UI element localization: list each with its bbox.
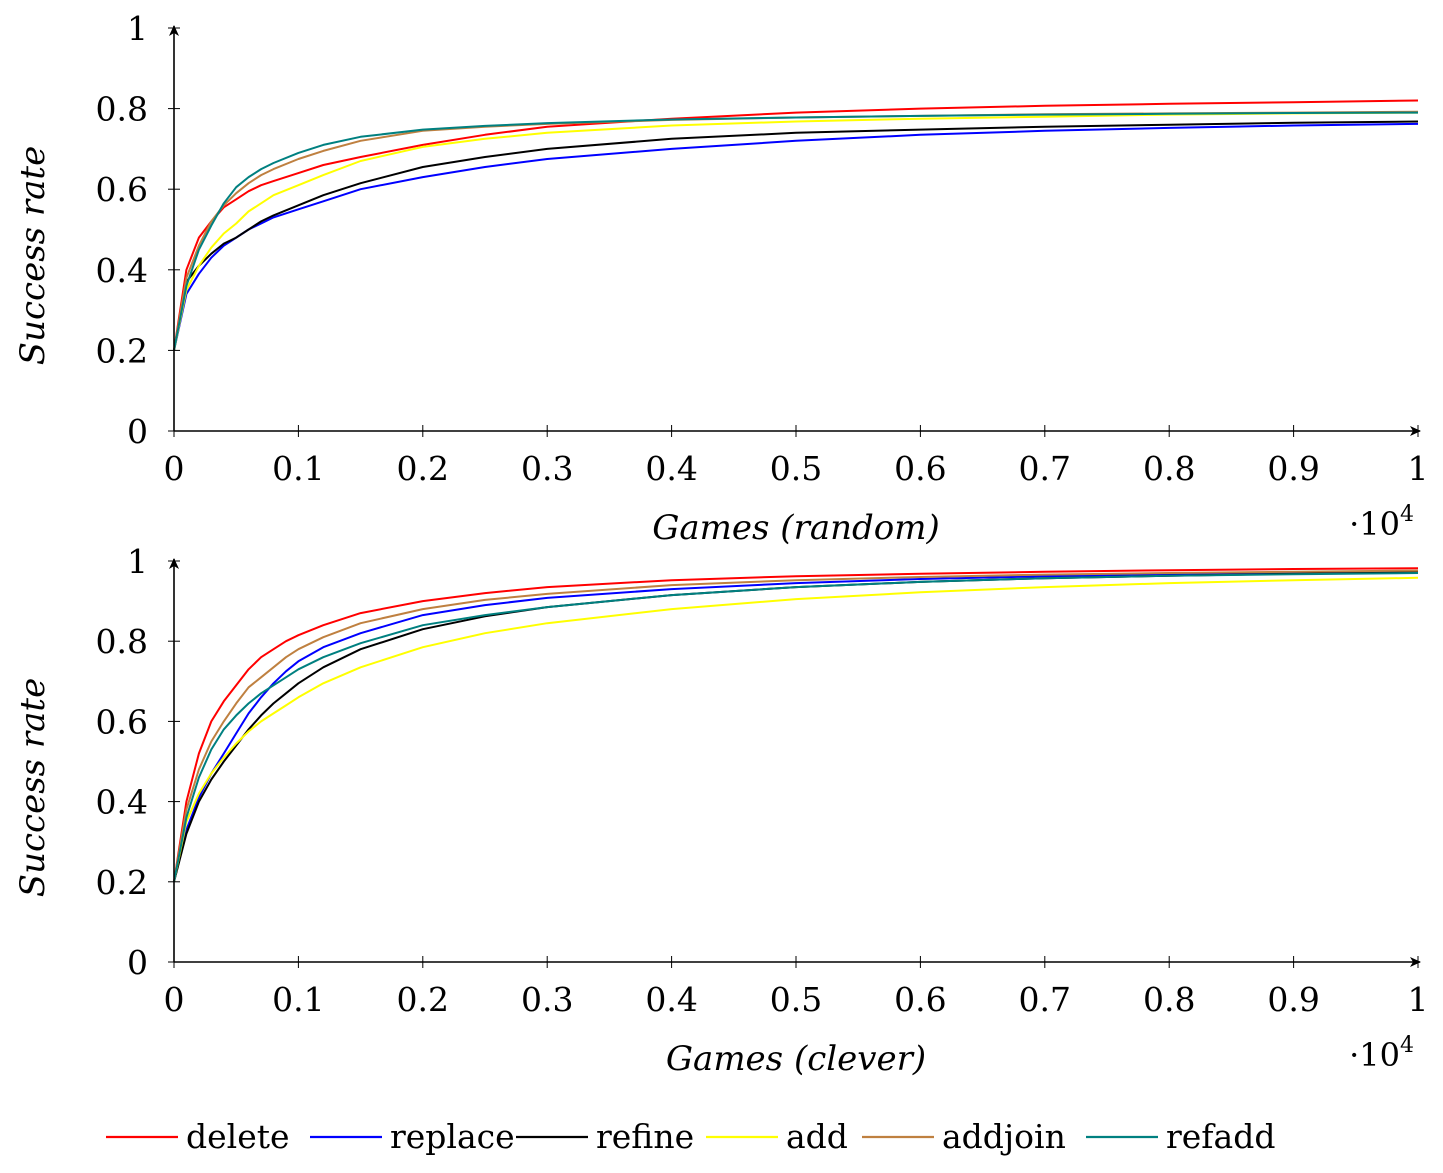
x-tick-label: 0.4	[645, 980, 697, 1019]
x-tick-label: 0.3	[521, 980, 573, 1019]
x-tick-label: 0.8	[1143, 980, 1195, 1019]
series-line-refadd	[173, 111, 1419, 351]
x-tick-label: 0.2	[397, 980, 449, 1019]
legend-label: delete	[186, 1117, 290, 1156]
x-tick-label: 0.2	[397, 449, 449, 488]
plot-area	[173, 99, 1419, 351]
y-tick-label: 0.4	[96, 251, 148, 290]
series-line-addjoin	[173, 110, 1419, 351]
x-axis-label: Games (clever)	[666, 1039, 926, 1079]
x-tick-label: 0.9	[1267, 449, 1319, 488]
series-line-delete	[173, 99, 1419, 351]
legend: delete replace refine add addjoin refadd	[106, 1117, 1275, 1156]
series-line-refine	[173, 120, 1419, 351]
chart-random: 0 0.1 0.2 0.3 0.4 0.5 0.6 0.7 0.8 0.9 1 0 0.2 0.4 0.6 0…	[13, 9, 1429, 548]
series-line-add	[173, 576, 1419, 883]
x-tick-label: 0.3	[521, 449, 573, 488]
legend-item-refadd: refadd	[1086, 1117, 1275, 1156]
y-axis-label: Success rate	[13, 146, 53, 365]
y-tick-label: 0.2	[96, 863, 148, 902]
series-line-addjoin	[173, 569, 1419, 882]
y-tick-label: 0.2	[96, 331, 148, 370]
legend-item-add: add	[706, 1117, 848, 1156]
series-line-refine	[173, 571, 1419, 883]
y-tick-label: 0	[127, 943, 148, 982]
x-tick-label: 0.4	[645, 449, 697, 488]
series-line-refadd	[173, 572, 1419, 882]
x-axis-label: Games (random)	[652, 508, 939, 548]
y-axis-label: Success rate	[13, 678, 53, 897]
x-tick-label: 0.6	[894, 980, 946, 1019]
chart-clever: 0 0.1 0.2 0.3 0.4 0.5 0.6 0.7 0.8 0.9 1 0 0.2 0.4 0.6 0…	[13, 542, 1429, 1079]
x-tick-label: 1	[1408, 980, 1429, 1019]
legend-label: refine	[596, 1117, 694, 1156]
y-tick-label: 0.6	[96, 170, 148, 209]
x-tick-label: 0.8	[1143, 449, 1195, 488]
x-scale-multiplier: ·104	[1349, 502, 1414, 543]
legend-item-replace: replace	[310, 1117, 515, 1156]
x-tick-label: 0.1	[272, 449, 324, 488]
x-tick-label: 0	[164, 980, 185, 1019]
y-tick-label: 0.4	[96, 783, 148, 822]
legend-label: refadd	[1166, 1117, 1275, 1156]
legend-item-addjoin: addjoin	[862, 1117, 1066, 1156]
legend-label: add	[786, 1117, 848, 1156]
y-tick-label: 0.6	[96, 702, 148, 741]
y-tick-label: 1	[127, 542, 148, 581]
x-tick-label: 1	[1408, 449, 1429, 488]
series-line-replace	[173, 570, 1419, 883]
series-line-replace	[173, 122, 1419, 351]
y-tick-label: 0	[127, 412, 148, 451]
y-tick-label: 0.8	[96, 622, 148, 661]
x-tick-label: 0.1	[272, 980, 324, 1019]
legend-item-delete: delete	[106, 1117, 290, 1156]
x-tick-label: 0.7	[1019, 449, 1071, 488]
x-tick-label: 0.9	[1267, 980, 1319, 1019]
x-tick-label: 0.6	[894, 449, 946, 488]
legend-label: addjoin	[942, 1117, 1066, 1156]
x-scale-multiplier: ·104	[1349, 1033, 1414, 1074]
legend-label: replace	[390, 1117, 515, 1156]
legend-item-refine: refine	[516, 1117, 694, 1156]
series-line-delete	[173, 567, 1419, 882]
y-tick-label: 1	[127, 9, 148, 48]
plot-area	[173, 567, 1419, 883]
x-tick-label: 0.5	[770, 449, 822, 488]
y-tick-label: 0.8	[96, 90, 148, 129]
x-tick-label: 0.5	[770, 980, 822, 1019]
x-tick-label: 0	[164, 449, 185, 488]
x-tick-label: 0.7	[1019, 980, 1071, 1019]
series-line-add	[173, 111, 1419, 351]
